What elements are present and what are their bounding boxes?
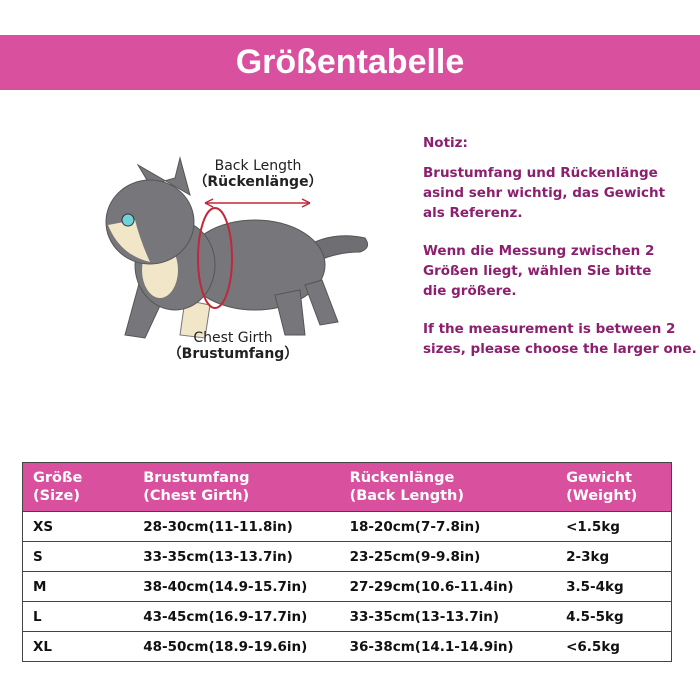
- table-cell: 2-3kg: [556, 541, 673, 572]
- header-line: (Chest Girth): [143, 488, 250, 504]
- header-line: (Size): [33, 488, 80, 504]
- note-paragraph: Wenn die Messung zwischen 2 Größen liegt,…: [423, 241, 698, 301]
- cat-eye: [121, 213, 135, 227]
- note-line: als Referenz.: [423, 205, 523, 221]
- cat-face: [108, 220, 150, 262]
- table-cell: L: [22, 601, 134, 632]
- table-cell: M: [22, 571, 134, 602]
- table-row: XL 48-50cm(18.9-19.6in) 36-38cm(14.1-14.9i…: [22, 631, 673, 662]
- table-cell: 48-50cm(18.9-19.6in): [133, 631, 340, 662]
- note-line: die größere.: [423, 283, 517, 299]
- header-line: Gewicht: [566, 470, 633, 486]
- header-line: Größe: [33, 470, 83, 486]
- note-line: Brustumfang und Rückenlänge: [423, 165, 658, 181]
- table-body: XS 28-30cm(11-11.8in) 18-20cm(7-7.8in) <1.5…: [22, 511, 673, 662]
- cat-leg: [304, 279, 339, 326]
- header-row: Größe (Size) Brustumfang (Chest Girth) Rücke…: [22, 462, 673, 512]
- header-line: Rückenlänge: [349, 470, 455, 486]
- notes: Notiz: Brustumfang und Rückenlänge asind …: [423, 133, 698, 377]
- note-paragraph: Brustumfang und Rückenlänge asind sehr wi…: [423, 163, 698, 223]
- column-header: Rückenlänge (Back Length): [339, 462, 557, 512]
- table-cell: 33-35cm(13-13.7in): [339, 601, 557, 632]
- table-cell: 38-40cm(14.9-15.7in): [133, 571, 340, 602]
- back-length-label-de: （Rückenlänge）: [193, 174, 322, 190]
- table-cell: 3.5-4kg: [556, 571, 673, 602]
- column-header: Größe (Size): [22, 462, 134, 512]
- table-cell: <1.5kg: [556, 511, 673, 542]
- table-row: S 33-35cm(13-13.7in) 23-25cm(9-9.8in) 2-3kg: [22, 541, 673, 572]
- table-cell: XL: [22, 631, 134, 662]
- table-row: L 43-45cm(16.9-17.7in) 33-35cm(13-13.7in) 4…: [22, 601, 673, 632]
- header-line: (Back Length): [349, 488, 464, 504]
- cat-leg: [179, 299, 211, 339]
- column-header: Brustumfang (Chest Girth): [133, 462, 340, 512]
- note-line: Wenn die Messung zwischen 2: [423, 243, 655, 259]
- table-cell: 4.5-5kg: [556, 601, 673, 632]
- header-line: Brustumfang: [143, 470, 250, 486]
- table-cell: 33-35cm(13-13.7in): [133, 541, 340, 572]
- chest-girth-label: Chest Girth: [193, 330, 272, 346]
- table-cell: S: [22, 541, 134, 572]
- note-paragraph: If the measurement is between 2 sizes, pl…: [423, 319, 698, 359]
- size-table: Größe (Size) Brustumfang (Chest Girth) Rücke…: [22, 462, 673, 662]
- table-row: XS 28-30cm(11-11.8in) 18-20cm(7-7.8in) <1.5…: [22, 511, 673, 542]
- title: Größentabelle: [235, 43, 465, 81]
- note-line: sizes, please choose the larger one.: [423, 341, 697, 357]
- table-cell: <6.5kg: [556, 631, 673, 662]
- table-cell: 28-30cm(11-11.8in): [133, 511, 340, 542]
- arrow-heads: [204, 198, 311, 208]
- table-row: M 38-40cm(14.9-15.7in) 27-29cm(10.6-11.4in…: [22, 571, 673, 602]
- table-cell: XS: [22, 511, 134, 542]
- table-cell: 23-25cm(9-9.8in): [339, 541, 557, 572]
- column-header: Gewicht (Weight): [556, 462, 673, 512]
- note-line: Größen liegt, wählen Sie bitte: [423, 263, 652, 279]
- note-line: asind sehr wichtig, das Gewicht: [423, 185, 666, 201]
- cat-head: [105, 179, 195, 265]
- banner: Größentabelle: [0, 35, 700, 90]
- table-cell: 36-38cm(14.1-14.9in): [339, 631, 557, 662]
- back-length-label: Back Length: [215, 158, 302, 174]
- table-cell: 27-29cm(10.6-11.4in): [339, 571, 557, 602]
- chest-girth-label-de: （Brustumfang）: [168, 346, 299, 362]
- notes-heading: Notiz:: [423, 135, 468, 151]
- cat-illustration: Back Length （Rückenlänge） Chest Girth （B…: [105, 156, 369, 362]
- cat-leg: [274, 289, 306, 336]
- chest-girth-loop: [197, 207, 233, 309]
- table-cell: 43-45cm(16.9-17.7in): [133, 601, 340, 632]
- table-cell: 18-20cm(7-7.8in): [339, 511, 557, 542]
- header-line: (Weight): [566, 488, 638, 504]
- note-line: If the measurement is between 2: [423, 321, 676, 337]
